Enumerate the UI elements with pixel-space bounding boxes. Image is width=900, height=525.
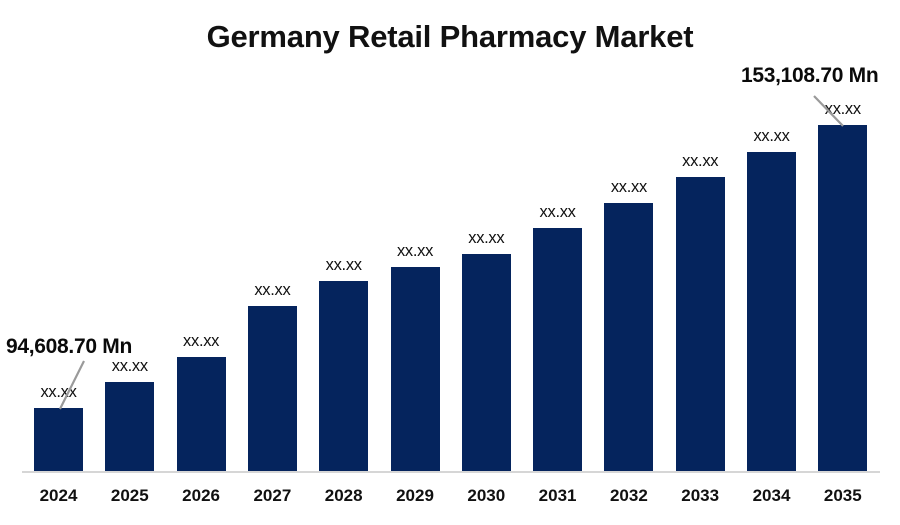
x-axis-line — [22, 471, 880, 473]
bar-2035[interactable] — [818, 125, 868, 472]
bar-value-label-2027: xx.xx — [254, 281, 291, 299]
x-tick-label-2034: 2034 — [752, 486, 791, 505]
bar-2026[interactable] — [176, 357, 226, 472]
bar-value-label-2028: xx.xx — [325, 256, 362, 274]
x-tick-label-2032: 2032 — [609, 486, 648, 505]
bar-2030[interactable] — [461, 254, 511, 472]
bar-value-label-2024: xx.xx — [40, 383, 77, 401]
x-tick-label-2030: 2030 — [467, 486, 506, 505]
x-tick-label-2031: 2031 — [538, 486, 577, 505]
x-tick-label-2033: 2033 — [681, 486, 720, 505]
bar-2033[interactable] — [675, 177, 725, 472]
bar-value-label-2026: xx.xx — [183, 332, 220, 350]
chart-title: Germany Retail Pharmacy Market — [206, 19, 694, 54]
bar-2032[interactable] — [604, 203, 654, 472]
bar-2031[interactable] — [533, 228, 583, 472]
bar-value-label-2030: xx.xx — [468, 229, 505, 247]
x-tick-label-2029: 2029 — [396, 486, 434, 505]
bar-2025[interactable] — [105, 382, 155, 472]
callout-label-first: 94,608.70 Mn — [6, 335, 132, 358]
bar-2024[interactable] — [34, 408, 83, 472]
x-tick-label-2024: 2024 — [39, 486, 78, 505]
bar-value-label-2034: xx.xx — [753, 127, 790, 145]
x-tick-label-2035: 2035 — [823, 486, 862, 505]
bar-value-label-2029: xx.xx — [396, 242, 434, 260]
bar-value-label-2025: xx.xx — [111, 357, 148, 375]
bar-2029[interactable] — [390, 267, 440, 472]
x-tick-label-2027: 2027 — [253, 486, 292, 505]
bar-value-label-2033: xx.xx — [682, 152, 719, 170]
x-tick-label-2026: 2026 — [182, 486, 220, 505]
bar-2027[interactable] — [247, 306, 297, 472]
bar-value-label-2031: xx.xx — [539, 203, 576, 221]
bar-2034[interactable] — [747, 152, 796, 472]
callout-label-last: 153,108.70 Mn — [741, 64, 879, 87]
bar-2028[interactable] — [319, 281, 369, 472]
bar-value-label-2032: xx.xx — [610, 178, 647, 196]
x-tick-label-2025: 2025 — [110, 486, 149, 505]
bar-value-label-2035: xx.xx — [824, 100, 861, 118]
x-tick-label-2028: 2028 — [324, 486, 363, 505]
